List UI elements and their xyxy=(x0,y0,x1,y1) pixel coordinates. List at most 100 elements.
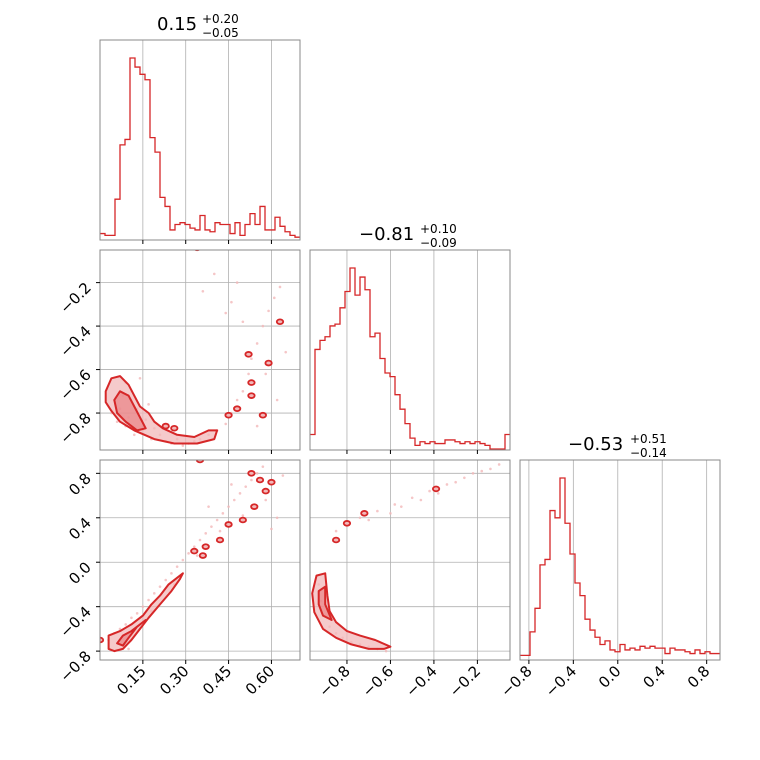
contour-island xyxy=(190,547,199,555)
contour-area xyxy=(104,250,288,447)
x-tick-label: 0.0 xyxy=(595,662,625,692)
scatter-point xyxy=(138,376,142,380)
scatter-point xyxy=(164,578,168,582)
scatter-point xyxy=(334,529,338,533)
contour-area xyxy=(311,463,501,653)
scatter-point xyxy=(428,489,431,493)
panel-hist-2: −0.8 −0.4 0.0 0.4 0.8 xyxy=(497,459,721,701)
title-lower-err-1: −0.09 xyxy=(420,236,457,250)
x-tick-label: −0.2 xyxy=(446,662,484,700)
panel-contour-2-0: 0.15 0.30 0.45 0.60 −0.8 −0.4 0.0 0.4 0.8 xyxy=(56,459,301,698)
contour-island xyxy=(342,520,352,527)
scatter-point xyxy=(232,498,236,502)
scatter-point xyxy=(489,467,492,471)
scatter-point xyxy=(247,372,250,376)
grid xyxy=(528,460,708,660)
y-tick-label: 0.8 xyxy=(65,469,95,499)
y-tick-label: −0.8 xyxy=(56,647,94,685)
scatter-point xyxy=(376,509,379,513)
x-tick-label: 0.4 xyxy=(639,662,669,692)
x-tick-label: −0.4 xyxy=(542,662,580,700)
contour-outer xyxy=(107,572,184,653)
x-tick-label: 0.30 xyxy=(156,662,192,698)
scatter-point xyxy=(158,585,162,588)
scatter-point xyxy=(255,342,259,345)
contour-island xyxy=(247,392,256,399)
contour-inner xyxy=(317,585,333,621)
scatter-point xyxy=(135,612,139,615)
panel-hist-1 xyxy=(309,249,511,454)
scatter-point xyxy=(204,532,208,535)
scatter-point xyxy=(210,525,213,528)
scatter-point xyxy=(250,357,253,360)
scatter-point xyxy=(147,598,150,602)
scatter-point xyxy=(267,309,270,313)
panel-frame xyxy=(309,249,511,451)
contour-island xyxy=(264,359,273,367)
panel-contour-1-0: −0.8 −0.6 −0.4 −0.2 xyxy=(56,249,301,454)
scatter-point xyxy=(250,478,253,482)
grid xyxy=(346,250,478,450)
contour-island xyxy=(215,536,225,544)
scatter-point xyxy=(384,649,388,653)
panel-frame xyxy=(99,249,301,451)
title-upper-err-1: +0.10 xyxy=(420,222,457,236)
scatter-point xyxy=(410,496,414,500)
scatter-point xyxy=(275,516,279,520)
scatter-point xyxy=(230,300,233,304)
panel-frame xyxy=(309,459,511,661)
scatter-point xyxy=(187,552,190,555)
scatter-point xyxy=(130,616,133,620)
contour-island xyxy=(198,552,207,559)
scatter-point xyxy=(264,498,268,502)
scatter-point xyxy=(175,565,179,568)
scatter-point xyxy=(218,529,222,533)
panel-background xyxy=(100,40,300,240)
scatter-point xyxy=(224,311,228,315)
scatter-point xyxy=(281,474,285,477)
panel-frame xyxy=(99,39,301,241)
y-tick-label: 0.0 xyxy=(65,558,95,588)
contour-island xyxy=(360,510,369,517)
contour-island xyxy=(261,487,270,495)
scatter-point xyxy=(419,498,423,502)
scatter-point xyxy=(497,463,501,466)
scatter-point xyxy=(152,592,156,595)
scatter-point xyxy=(147,403,150,406)
scatter-point xyxy=(241,514,245,517)
x-tick-label: −0.8 xyxy=(315,662,353,700)
contour-island xyxy=(224,521,233,528)
grid xyxy=(310,460,510,660)
scatter-point xyxy=(227,505,230,508)
scatter-point xyxy=(445,483,449,486)
scatter-point xyxy=(132,433,136,437)
scatter-point xyxy=(272,296,276,300)
scatter-point xyxy=(212,272,216,276)
contour-island xyxy=(250,503,259,510)
scatter-point xyxy=(241,390,245,393)
x-tick-label: −0.8 xyxy=(497,662,535,700)
contour-island xyxy=(247,379,256,386)
scatter-point xyxy=(261,465,265,468)
x-tick-label: 0.15 xyxy=(113,662,149,698)
panel-contour-2-1: −0.8 −0.6 −0.4 −0.2 xyxy=(309,459,511,701)
scatter-point xyxy=(170,572,173,575)
scatter-point xyxy=(127,647,130,651)
scatter-point xyxy=(400,505,403,508)
scatter-point xyxy=(141,605,145,608)
histogram-line xyxy=(520,477,720,657)
x-tick-label: 0.60 xyxy=(242,662,278,698)
panel-frame xyxy=(519,459,721,661)
contour-island xyxy=(255,476,265,484)
histogram-line xyxy=(100,57,300,238)
scatter-point xyxy=(198,538,202,542)
y-tick-label: 0.4 xyxy=(65,514,95,544)
scatter-point xyxy=(278,285,282,289)
histogram-line xyxy=(310,267,510,450)
scatter-point xyxy=(201,290,205,293)
scatter-point xyxy=(480,469,484,473)
scatter-point xyxy=(192,545,196,548)
contour-island xyxy=(267,478,276,486)
scatter-point xyxy=(115,420,119,424)
